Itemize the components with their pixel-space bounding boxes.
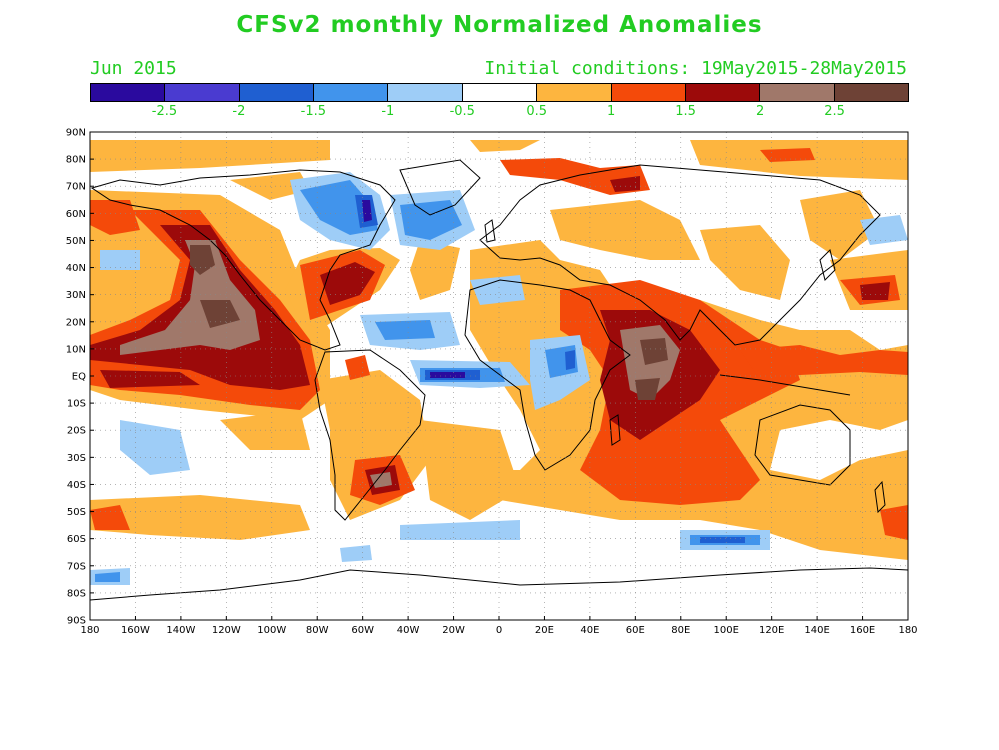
colorbar-label: 2.5 [824,104,845,119]
longitude-label: 100W [257,625,286,636]
longitude-label: 20E [535,625,554,636]
longitude-label: 40W [397,625,420,636]
colorbar-label: -1 [381,104,395,119]
longitude-label: 160W [121,625,150,636]
latitude-label: 40N [66,263,86,274]
colorbar-swatch [165,84,240,101]
longitude-label: 20W [442,625,465,636]
colorbar-swatch [685,84,761,101]
latitude-label: 30N [66,290,86,301]
latitude-label: 60N [66,209,86,220]
colorbar-label: 0.5 [526,104,548,119]
longitude-label: 40E [580,625,599,636]
colorbar-label: 2 [755,104,765,119]
colorbar-swatch [388,84,463,101]
latitude-label: EQ [72,372,86,383]
latitude-label: 80S [67,588,86,599]
colorbar-label: -0.5 [449,104,475,119]
colorbar-label: -1.5 [300,104,327,119]
colorbar-label: -2.5 [151,104,178,119]
colorbar-label: 1.5 [675,104,696,119]
initial-conditions: Initial conditions: 19May2015-28May2015 [484,58,907,79]
latitude-axis: 90N 80N 70N 60N 50N 40N 30N 20N 10N EQ 10S 20S 30S 40… [66,128,94,627]
longitude-label: 120W [212,625,241,636]
colorbar-swatch [314,84,389,101]
latitude-label: 20S [67,426,86,437]
colorbar-swatch [462,84,538,101]
anomaly-field [90,140,908,585]
colorbar-label: 1 [607,104,616,119]
longitude-label: 120E [759,625,784,636]
forecast-month: Jun 2015 [90,58,177,79]
latitude-label: 50N [66,236,86,247]
colorbar-swatch [760,84,835,101]
colorbar-swatch [239,84,315,101]
colorbar [90,83,909,102]
longitude-label: 60E [626,625,645,636]
colorbar-swatch [537,84,612,101]
latitude-label: 40S [67,480,86,491]
latitude-label: 70S [67,561,86,572]
longitude-label: 80W [306,625,329,636]
latitude-label: 20N [66,317,86,328]
latitude-label: 50S [67,507,86,518]
longitude-label: 140W [166,625,195,636]
latitude-label: 90S [67,616,86,627]
longitude-label: 180 [898,625,917,636]
colorbar-swatch [834,84,908,101]
colorbar-labels: -2.5 -2 -1.5 -1 -0.5 0.5 1 1.5 2 2.5 [90,104,909,120]
colorbar-label: -2 [232,104,246,119]
longitude-label: 180 [80,625,99,636]
latitude-label: 80N [66,155,86,166]
latitude-label: 30S [67,453,86,464]
longitude-label: 60W [351,625,374,636]
longitude-label: 140E [804,625,829,636]
longitude-label: 100E [714,625,739,636]
colorbar-swatch [91,84,166,101]
latitude-label: 60S [67,534,86,545]
longitude-axis: 180 160W 140W 120W 100W 80W 60W 40W 20W 0 20E 40E 60… [80,616,918,636]
latitude-label: 10S [67,399,86,410]
longitude-label: 80E [671,625,690,636]
latitude-label: 70N [66,182,86,193]
latitude-label: 10N [66,344,86,355]
map-title: CFSv2 monthly Normalized Anomalies [236,12,763,38]
longitude-label: 160E [850,625,875,636]
colorbar-swatch [611,84,686,101]
latitude-label: 90N [66,128,86,139]
longitude-label: 0 [496,625,502,636]
